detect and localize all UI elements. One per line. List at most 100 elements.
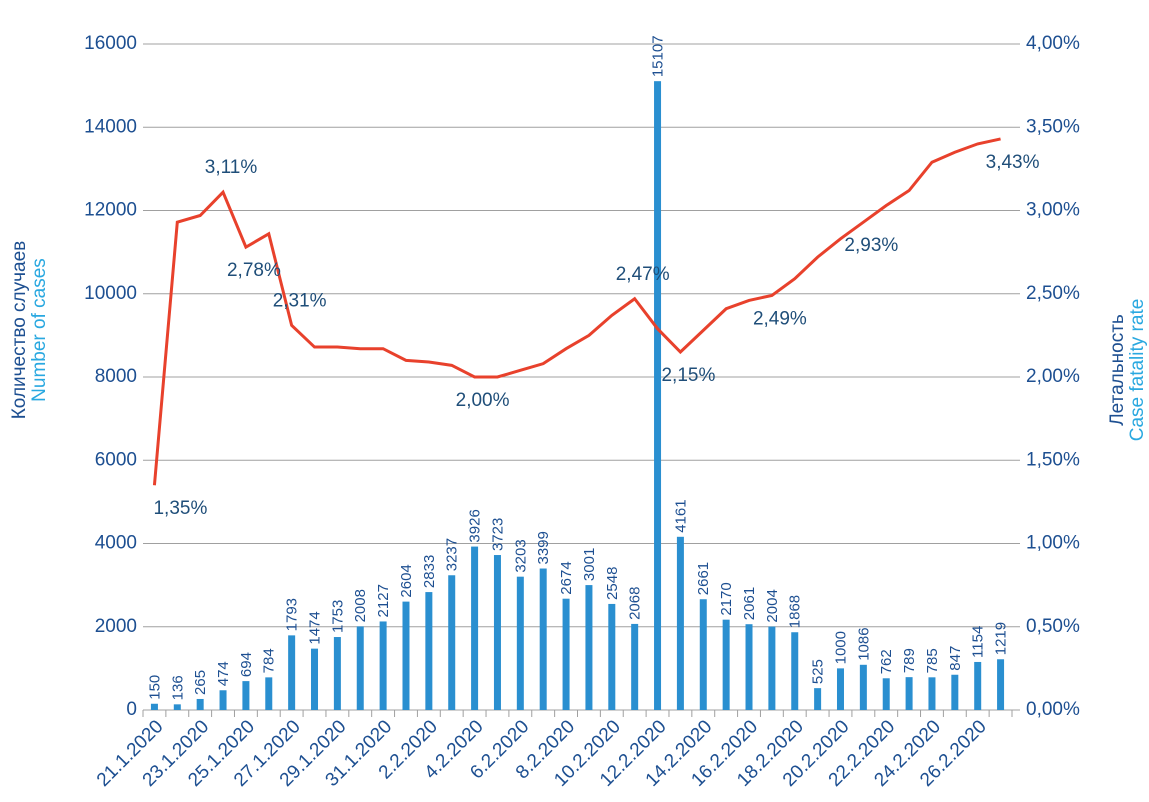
bar-value-label: 2604	[398, 564, 415, 597]
bar	[539, 568, 547, 710]
bar	[722, 619, 730, 710]
y-tick-label: 12000	[84, 200, 137, 221]
bar	[493, 555, 501, 710]
line-value-label: 3,43%	[986, 152, 1040, 173]
bar	[699, 599, 707, 710]
bar	[219, 690, 227, 710]
bar-value-label: 1868	[787, 595, 804, 628]
y2-tick-label: 1,50%	[1026, 449, 1080, 470]
y-tick-label: 14000	[84, 116, 137, 137]
bar-value-label: 3237	[444, 538, 461, 571]
bar-value-label: 762	[878, 649, 895, 674]
bar-value-label: 1474	[306, 611, 323, 644]
y-tick-label: 2000	[95, 616, 137, 637]
bar-value-label: 1219	[993, 622, 1010, 655]
bar-value-label: 2170	[718, 582, 735, 615]
bar	[745, 624, 753, 710]
bar	[608, 603, 616, 710]
bar-value-label: 2548	[604, 567, 621, 600]
bar	[585, 585, 593, 710]
bar	[562, 598, 570, 710]
bar-value-label: 2127	[375, 584, 392, 617]
line-value-label: 1,35%	[153, 498, 207, 519]
y2-axis-title: Летальность	[1107, 314, 1128, 426]
bar	[836, 668, 844, 710]
y-tick-label: 0	[126, 699, 137, 720]
bar	[631, 623, 639, 710]
bar-value-label: 3723	[489, 518, 506, 551]
bar	[150, 703, 158, 710]
y2-tick-label: 0,50%	[1026, 616, 1080, 637]
bar	[379, 621, 387, 710]
bar-value-label: 1154	[970, 626, 987, 658]
bar	[471, 546, 479, 710]
line-value-label: 2,15%	[661, 365, 715, 386]
bar	[333, 637, 341, 710]
line-value-label: 3,11%	[205, 157, 258, 178]
y-tick-label: 8000	[95, 366, 137, 387]
y2-tick-label: 3,00%	[1026, 200, 1080, 221]
bar	[905, 677, 913, 710]
bar	[288, 635, 296, 710]
line-value-label: 2,93%	[844, 235, 898, 256]
y2-tick-label: 4,00%	[1026, 33, 1080, 54]
y-tick-label: 6000	[95, 449, 137, 470]
bar-value-label: 15107	[650, 35, 667, 77]
bar-value-label: 3203	[512, 539, 529, 572]
bar	[425, 592, 433, 710]
y-axis-title-en: Number of cases	[29, 258, 50, 402]
bar-value-label: 150	[146, 675, 163, 700]
bar	[196, 698, 204, 710]
bar-value-label: 1753	[329, 600, 346, 633]
bar-value-label: 2008	[352, 589, 369, 622]
bar-value-label: 2068	[627, 587, 644, 620]
bar	[311, 648, 319, 710]
bar	[997, 659, 1005, 710]
line-value-label: 2,49%	[753, 308, 807, 329]
y2-tick-label: 2,00%	[1026, 366, 1080, 387]
line-value-label: 2,47%	[616, 264, 670, 285]
y-tick-label: 4000	[95, 533, 137, 554]
bar	[448, 575, 456, 710]
bar-value-label: 847	[947, 646, 964, 671]
bar-value-label: 1793	[284, 598, 301, 631]
bar-value-label: 3399	[535, 531, 552, 564]
bar-value-label: 2004	[764, 589, 781, 622]
line-value-label: 2,78%	[227, 260, 281, 281]
y2-axis-title-en: Case fatality rate	[1127, 299, 1148, 442]
bar	[676, 536, 684, 710]
bar	[859, 664, 867, 710]
bar-value-label: 136	[169, 675, 186, 700]
y2-tick-label: 0,00%	[1026, 699, 1080, 720]
bar-value-label: 265	[192, 670, 209, 695]
bar	[265, 677, 273, 710]
bar-value-label: 2061	[741, 587, 758, 620]
bar-value-label: 2674	[558, 561, 575, 594]
bar-value-label: 789	[901, 648, 918, 673]
y-tick-label: 16000	[84, 33, 137, 54]
line-value-label: 2,00%	[456, 390, 510, 411]
bar	[768, 626, 776, 710]
y2-tick-label: 1,00%	[1026, 533, 1080, 554]
bar-value-label: 3001	[581, 548, 598, 581]
y2-tick-label: 3,50%	[1026, 116, 1080, 137]
bar	[654, 81, 662, 710]
bar	[356, 626, 364, 710]
bar	[402, 601, 410, 710]
line	[152, 137, 1001, 486]
bar-value-label: 785	[924, 648, 941, 673]
y2-tick-label: 2,50%	[1026, 283, 1080, 304]
bar-value-label: 694	[238, 652, 255, 677]
bar	[173, 704, 181, 710]
bar	[516, 576, 524, 710]
y-tick-label: 10000	[84, 283, 137, 304]
bar	[974, 661, 982, 710]
bar	[242, 681, 250, 710]
bar	[882, 678, 890, 710]
bar-value-label: 2833	[421, 555, 438, 588]
bar-value-label: 2661	[695, 562, 712, 595]
bar	[814, 688, 822, 710]
bar-value-label: 3926	[467, 509, 484, 542]
bar-value-label: 525	[810, 659, 827, 684]
